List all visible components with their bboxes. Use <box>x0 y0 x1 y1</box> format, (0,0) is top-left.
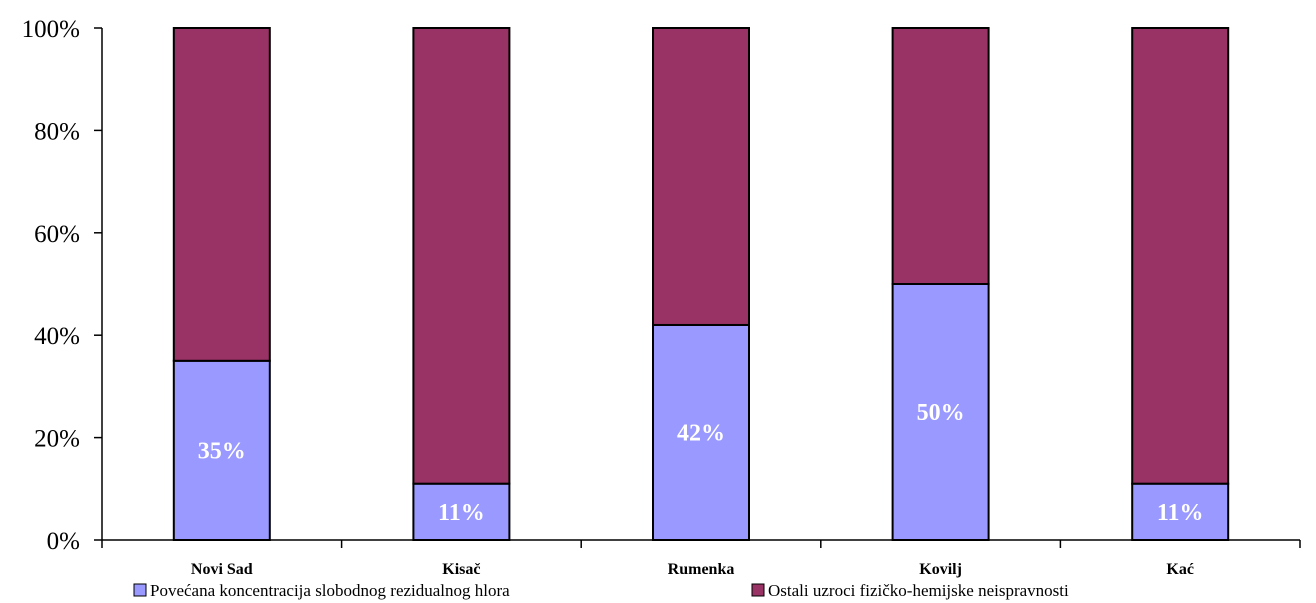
y-tick-label-3: 60% <box>34 221 80 248</box>
legend: Povećana koncentracija slobodnog rezidua… <box>133 581 1069 600</box>
legend-label-0: Povećana koncentracija slobodnog rezidua… <box>150 581 510 600</box>
data-label-0: 35% <box>198 438 246 464</box>
bar-other-0 <box>172 27 271 362</box>
x-tick-label-3: Kovilj <box>919 561 962 578</box>
y-tick-label-0: 0% <box>47 528 80 555</box>
legend-swatch-1 <box>751 583 765 597</box>
bar-other-2 <box>652 27 750 326</box>
bar-other-4 <box>1131 27 1230 485</box>
legend-label-1: Ostali uzroci fizičko-hemijske neispravn… <box>768 581 1069 600</box>
bar-other-1 <box>412 27 511 485</box>
y-tick-label-2: 40% <box>34 323 80 350</box>
bar-chlorine-0 <box>172 359 271 541</box>
y-tick-label-5: 100% <box>22 16 80 43</box>
data-label-1: 11% <box>438 500 485 526</box>
x-tick-label-2: Rumenka <box>668 561 735 578</box>
x-tick-label-4: Kać <box>1166 561 1194 578</box>
x-tick-label-0: Novi Sad <box>191 561 253 578</box>
bars-group <box>172 27 1230 541</box>
data-label-3: 50% <box>917 400 965 426</box>
y-tick-label-1: 20% <box>34 426 80 453</box>
data-label-2: 42% <box>677 420 725 446</box>
x-tick-label-1: Kisač <box>442 561 480 578</box>
bar-chlorine-1 <box>412 482 511 541</box>
axes-group: Novi Sad Kisač Rumenka Kovilj Kać 0% 20% 40% 60%… <box>22 16 1301 578</box>
bar-chlorine-3 <box>891 283 990 541</box>
data-labels-group: 35% 11% 42% 50% 11% <box>198 400 1204 526</box>
bar-other-3 <box>891 27 990 285</box>
data-label-4: 11% <box>1157 500 1204 526</box>
legend-swatch-0 <box>133 583 147 597</box>
y-tick-label-4: 80% <box>34 118 80 145</box>
